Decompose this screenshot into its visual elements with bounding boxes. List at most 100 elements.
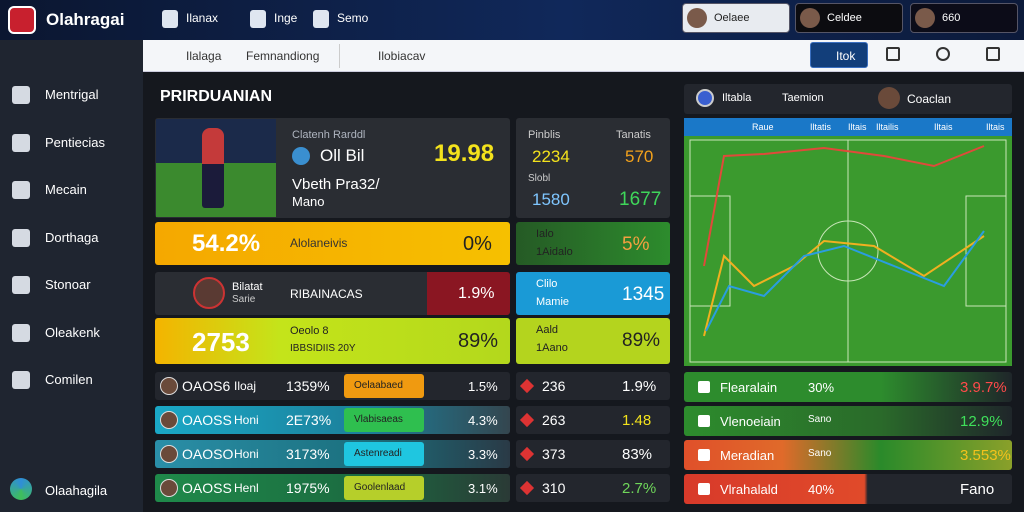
sidebar-item[interactable]: Mentrigal (45, 87, 99, 102)
avatar (160, 377, 178, 395)
banner-sub: Sarie (232, 294, 256, 305)
filter[interactable]: Ilobiacav (378, 49, 426, 63)
dropdown[interactable]: Femnandiong (246, 49, 320, 63)
sidebar-icon (12, 228, 30, 247)
row-name: Iloaj (234, 379, 257, 393)
field-header (684, 84, 1012, 114)
avatar (687, 8, 707, 28)
sidebar-item[interactable]: Pentiecias (45, 134, 105, 150)
stats-box-value: 89% (622, 330, 661, 351)
row-value: 1359% (286, 378, 330, 394)
sidebar-item[interactable]: Oleakenk (45, 324, 100, 340)
row-code: OAOS6 (182, 378, 231, 394)
row-tag (344, 374, 424, 398)
row-tag (344, 476, 424, 500)
field-row-name: Flearalain (720, 380, 778, 395)
row-pct: 1.5% (468, 379, 498, 394)
toolbar-icon[interactable] (886, 47, 900, 61)
tab[interactable]: Raue (752, 122, 774, 132)
field-row-value: 3.9.7% (960, 379, 1007, 396)
sidebar-item[interactable]: Comilen (45, 372, 93, 387)
stats-value: 1580 (532, 190, 570, 209)
tab[interactable]: Iltatis (810, 122, 832, 132)
row-tag-text: Goolenlaad (354, 482, 406, 493)
stats-box-b: 1Aidalo (536, 246, 573, 258)
trend-line (705, 230, 985, 332)
stats-row[interactable] (516, 406, 670, 434)
nav-item[interactable]: Semo (337, 11, 369, 25)
tab[interactable]: Iltais (986, 122, 1005, 132)
sidebar-footer: Olaahagila (45, 483, 108, 498)
tab[interactable]: Iltais (848, 122, 867, 132)
sidebar-item[interactable]: Dorthaga (45, 229, 99, 245)
nav-item[interactable]: Ilanax (186, 11, 219, 25)
row-value: 3173% (286, 446, 330, 462)
stats-box-a: Clilo (536, 278, 558, 290)
row-value: 2E73% (286, 412, 332, 428)
button[interactable] (810, 42, 868, 68)
stats-row[interactable] (516, 440, 670, 468)
stats-box-b: Mamie (536, 296, 570, 308)
banner-right: 89% (458, 330, 499, 352)
toolbar-icon[interactable] (986, 47, 1000, 61)
row-icon (698, 449, 710, 461)
toolbar-icon[interactable] (936, 47, 950, 61)
stats-row-value: 263 (542, 412, 566, 428)
row-icon (698, 381, 710, 393)
player-label: Clatenh Rarddl (292, 129, 366, 141)
banner-value: 54.2% (192, 230, 261, 257)
list-row[interactable] (155, 406, 510, 434)
nav-item[interactable]: Inge (274, 11, 298, 25)
stats-box-value: 1345 (622, 284, 665, 305)
field-row[interactable] (684, 406, 1012, 436)
stats-header: Tanatis (616, 129, 651, 141)
search-box[interactable] (150, 44, 340, 68)
row-pct: 4.3% (468, 413, 498, 428)
field-row-name: Vlenoeiain (720, 414, 781, 429)
row-name: Honi (234, 413, 259, 427)
stats-value: 1677 (619, 189, 662, 210)
field-row-pct: 40% (808, 482, 835, 497)
row-value: 1975% (286, 480, 330, 496)
user-name: Oelaee (714, 12, 750, 24)
stats-row-pct: 83% (622, 446, 653, 463)
field-row-pct: Sano (808, 414, 832, 425)
row-code: OAOSS (182, 480, 232, 496)
tab[interactable]: Iltailis (876, 122, 899, 132)
row-tag-text: Vlabisaeas (354, 414, 403, 425)
list-row[interactable] (155, 474, 510, 502)
sidebar-icon (12, 276, 30, 294)
banner-label: Alolaneivis (290, 236, 348, 250)
field-header-item: Taemion (782, 92, 824, 104)
row-pct: 3.3% (468, 447, 498, 462)
banner-lime (155, 318, 510, 364)
stats-row-pct: 1.9% (622, 378, 657, 395)
player-figure (202, 128, 224, 208)
stats-row[interactable] (516, 474, 670, 502)
banner-value: 1.9% (458, 285, 495, 302)
list-row[interactable] (155, 372, 510, 400)
field-header-item: Iltabla (722, 92, 752, 104)
field-row[interactable] (684, 440, 1012, 470)
sidebar-item[interactable]: Mecain (45, 182, 87, 197)
stats-row[interactable] (516, 372, 670, 400)
stats-row-value: 236 (542, 378, 566, 394)
field-row[interactable] (684, 474, 1012, 504)
list-row[interactable] (155, 440, 510, 468)
sidebar-item[interactable]: Stonoar (45, 277, 91, 292)
sidebar-icon (12, 86, 30, 104)
section-title: PRIRDUANIAN (160, 88, 272, 105)
sidebar-icon (12, 371, 30, 389)
user-name: Celdee (827, 12, 862, 24)
trend-line (703, 235, 985, 337)
field-row-pct: Sano (808, 448, 832, 459)
banner-label: Oeolo 8 (290, 325, 329, 337)
row-tag (344, 408, 424, 432)
avatar (193, 277, 225, 309)
pitch (684, 136, 1012, 366)
field-row[interactable] (684, 372, 1012, 402)
stats-row-value: 373 (542, 446, 566, 462)
tab[interactable]: Iltais (934, 122, 953, 132)
avatar (160, 445, 178, 463)
